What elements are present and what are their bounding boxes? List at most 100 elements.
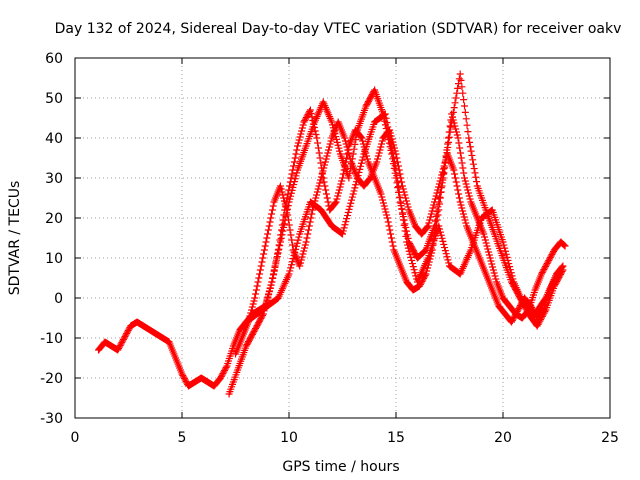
data-point-interp bbox=[218, 371, 226, 379]
data-point-interp bbox=[323, 194, 331, 202]
data-point-interp bbox=[383, 211, 391, 219]
data-point-interp bbox=[280, 223, 288, 231]
data-point bbox=[268, 278, 276, 286]
data-point-interp bbox=[363, 155, 371, 163]
data-point bbox=[257, 262, 265, 270]
data-point-interp bbox=[293, 239, 301, 247]
data-point-interp bbox=[296, 133, 304, 141]
data-point-interp bbox=[447, 123, 455, 131]
data-point-interp bbox=[350, 187, 358, 195]
data-point bbox=[373, 158, 381, 166]
data-point-interp bbox=[381, 205, 389, 213]
data-point-interp bbox=[271, 263, 279, 271]
data-point-interp bbox=[441, 159, 449, 167]
data-point-interp bbox=[273, 256, 281, 264]
data-point-interp bbox=[429, 204, 437, 212]
data-point-interp bbox=[440, 240, 448, 248]
data-point-interp bbox=[366, 175, 374, 183]
data-point-interp bbox=[288, 170, 296, 178]
data-point bbox=[435, 222, 443, 230]
data-point-interp bbox=[180, 373, 188, 381]
data-point-interp bbox=[472, 173, 480, 181]
data-point-interp bbox=[546, 255, 554, 263]
data-point-interp bbox=[334, 189, 342, 197]
data-point bbox=[306, 106, 314, 114]
data-point-interp bbox=[379, 199, 387, 207]
data-point-interp bbox=[452, 128, 460, 136]
data-point-interp bbox=[464, 189, 472, 197]
data-point bbox=[309, 206, 317, 214]
y-tick-label: 40 bbox=[45, 131, 63, 147]
data-point-interp bbox=[266, 218, 274, 226]
data-point-interp bbox=[458, 204, 466, 212]
data-point-interp bbox=[549, 249, 557, 257]
y-tick-label: -10 bbox=[40, 331, 63, 347]
data-point-interp bbox=[482, 239, 490, 247]
data-point-interp bbox=[290, 252, 298, 260]
data-point-interp bbox=[384, 123, 392, 131]
data-point bbox=[398, 182, 406, 190]
data-point-interp bbox=[539, 267, 547, 275]
data-point-interp bbox=[401, 227, 409, 235]
data-point-interp bbox=[502, 250, 510, 258]
data-point bbox=[114, 346, 122, 354]
data-point-interp bbox=[320, 164, 328, 172]
data-point-interp bbox=[457, 76, 465, 84]
data-point-interp bbox=[543, 260, 551, 267]
data-point bbox=[533, 322, 541, 330]
data-point-interp bbox=[399, 216, 407, 224]
data-point bbox=[454, 134, 462, 142]
data-point-interp bbox=[322, 186, 330, 194]
data-point-interp bbox=[297, 130, 305, 138]
data-point-interp bbox=[436, 193, 444, 201]
axis-ticks: 0 5 10 15 20 25 -30 -20 -10 0 10 20 30 40 50 60 bbox=[40, 51, 619, 446]
data-point-interp bbox=[445, 259, 453, 267]
data-point-interp bbox=[307, 110, 315, 117]
data-point-interp bbox=[458, 83, 466, 91]
data-point-interp bbox=[222, 364, 230, 371]
data-point bbox=[456, 70, 464, 78]
data-point-interp bbox=[357, 159, 365, 167]
data-point-interp bbox=[404, 244, 412, 252]
data-point-interp bbox=[341, 137, 349, 145]
data-point-interp bbox=[117, 340, 125, 348]
data-point-interp bbox=[374, 155, 382, 163]
data-point bbox=[424, 222, 432, 230]
x-tick-label: 20 bbox=[494, 430, 512, 446]
data-point-interp bbox=[397, 199, 405, 207]
data-points bbox=[95, 70, 569, 398]
data-point-interp bbox=[405, 247, 413, 255]
data-point-interp bbox=[406, 250, 414, 258]
data-point-interp bbox=[284, 202, 292, 210]
data-point-interp bbox=[258, 258, 266, 266]
data-point-interp bbox=[343, 143, 351, 151]
data-point-interp bbox=[391, 162, 399, 170]
data-point-interp bbox=[358, 156, 366, 164]
data-point-interp bbox=[455, 194, 463, 202]
data-point-interp bbox=[250, 297, 258, 305]
data-point-interp bbox=[469, 156, 477, 164]
data-point-interp bbox=[485, 251, 493, 259]
data-point-interp bbox=[272, 260, 280, 268]
data-point bbox=[345, 174, 353, 182]
data-point bbox=[315, 182, 323, 190]
y-tick-label: 50 bbox=[45, 91, 63, 107]
data-point-interp bbox=[289, 255, 297, 263]
data-point-interp bbox=[294, 139, 302, 147]
data-point-interp bbox=[546, 254, 554, 261]
data-point-interp bbox=[304, 230, 312, 238]
data-point-interp bbox=[325, 146, 333, 154]
data-point-interp bbox=[453, 182, 461, 190]
data-point-interp bbox=[453, 89, 461, 97]
data-point-interp bbox=[387, 230, 395, 238]
data-point-interp bbox=[501, 247, 509, 255]
data-point-interp bbox=[346, 202, 354, 210]
data-point-interp bbox=[349, 150, 357, 158]
data-point-interp bbox=[298, 124, 306, 132]
data-point-interp bbox=[377, 143, 385, 151]
data-point-interp bbox=[382, 114, 390, 122]
data-point bbox=[341, 134, 349, 142]
data-point-interp bbox=[469, 160, 477, 168]
data-point-interp bbox=[456, 144, 464, 152]
data-point-interp bbox=[471, 169, 479, 177]
